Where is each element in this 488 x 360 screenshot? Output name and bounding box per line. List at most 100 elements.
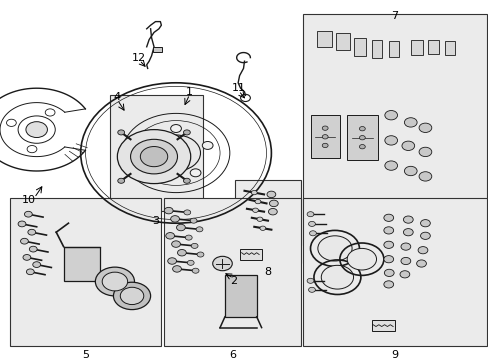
Circle shape [384,161,397,170]
Bar [310,115,339,158]
Circle shape [266,191,275,198]
Circle shape [26,269,34,275]
Circle shape [139,141,149,149]
Circle shape [164,207,173,214]
Bar [388,41,398,57]
Circle shape [26,122,47,138]
Circle shape [190,169,201,177]
Circle shape [177,249,186,256]
Circle shape [151,169,162,177]
Bar [371,320,394,331]
Circle shape [401,141,414,150]
Circle shape [269,200,278,207]
Bar [303,14,486,245]
Bar [303,198,486,346]
Circle shape [399,271,409,278]
Bar [110,95,203,211]
Circle shape [192,268,199,273]
Bar [346,115,377,160]
Text: 2: 2 [230,276,237,286]
Circle shape [167,258,176,264]
Circle shape [120,287,143,305]
Circle shape [172,266,181,272]
Circle shape [33,262,41,267]
Circle shape [417,247,427,254]
Circle shape [20,238,28,244]
Bar [316,31,331,47]
Circle shape [28,229,36,235]
Circle shape [416,260,426,267]
Circle shape [420,220,429,227]
Circle shape [384,136,397,145]
Circle shape [359,126,365,131]
Bar [336,33,349,50]
Circle shape [190,218,197,223]
Text: 8: 8 [264,267,271,277]
Text: 5: 5 [82,350,89,360]
Circle shape [404,118,416,127]
Bar [152,47,162,52]
Circle shape [359,135,365,140]
Circle shape [322,126,327,130]
Circle shape [383,281,393,288]
Circle shape [418,147,431,157]
Bar [410,40,422,55]
Bar [353,38,366,56]
Bar [427,40,438,54]
Circle shape [418,172,431,181]
Bar [371,40,382,58]
Circle shape [400,243,410,250]
Circle shape [212,256,232,271]
Circle shape [23,255,31,260]
Circle shape [404,166,416,176]
Text: 10: 10 [21,195,35,205]
Circle shape [252,208,258,212]
Circle shape [118,178,124,183]
Circle shape [202,141,213,149]
Bar [63,247,100,281]
Circle shape [317,236,351,261]
Circle shape [187,260,194,265]
Circle shape [113,282,150,310]
Text: 12: 12 [132,53,146,63]
Circle shape [118,130,124,135]
Circle shape [359,144,365,149]
Text: 1: 1 [186,87,193,97]
Circle shape [403,216,412,223]
Bar [444,41,454,55]
Circle shape [251,190,257,195]
Circle shape [308,287,315,292]
Circle shape [191,243,198,248]
Circle shape [197,252,203,257]
Circle shape [308,221,315,226]
Bar [234,180,300,263]
Circle shape [24,211,32,217]
Circle shape [165,233,174,239]
Circle shape [183,178,190,183]
Text: 11: 11 [231,83,245,93]
Circle shape [322,143,327,148]
Circle shape [257,217,263,221]
Circle shape [384,269,393,276]
Circle shape [18,221,26,227]
Text: 9: 9 [391,350,398,360]
Circle shape [306,278,313,283]
Text: 6: 6 [228,350,235,360]
Circle shape [383,256,393,263]
Circle shape [170,125,181,132]
Circle shape [384,111,397,120]
Bar [224,275,256,317]
Circle shape [95,267,134,296]
Circle shape [309,231,316,236]
Circle shape [196,227,203,232]
Circle shape [117,130,190,184]
Circle shape [176,224,185,231]
Circle shape [420,232,429,239]
Circle shape [383,227,393,234]
Circle shape [418,123,431,132]
Circle shape [171,241,180,247]
Circle shape [322,135,327,139]
Circle shape [383,241,393,248]
Circle shape [183,130,190,135]
Bar [163,198,300,346]
